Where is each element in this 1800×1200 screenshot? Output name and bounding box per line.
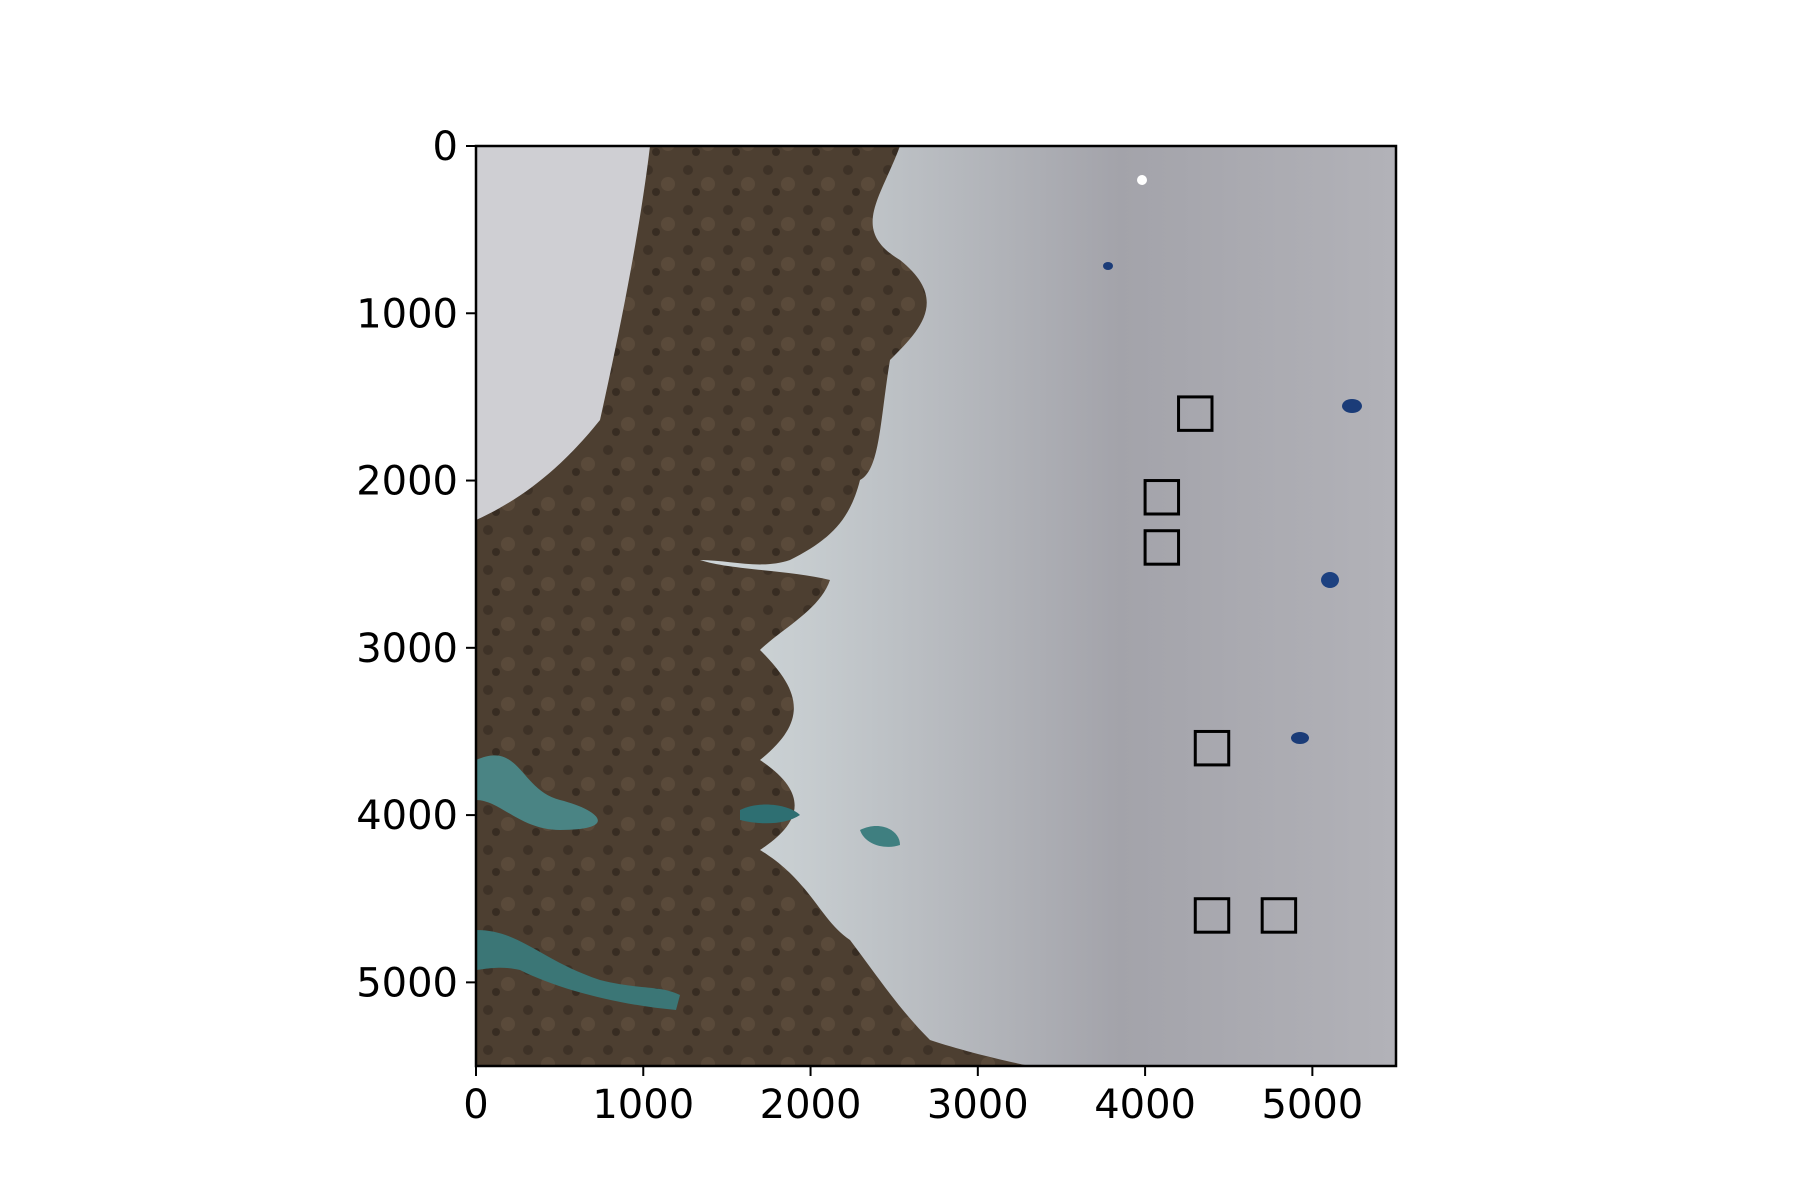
x-tick-label: 2000 [760, 1082, 862, 1128]
y-tick-label: 0 [433, 124, 458, 170]
y-tick-label: 5000 [356, 960, 458, 1006]
x-tick-label: 5000 [1261, 1082, 1363, 1128]
x-tick-label: 3000 [927, 1082, 1029, 1128]
y-tick-label: 2000 [356, 459, 458, 505]
x-tick-label: 0 [463, 1082, 488, 1128]
y-tick-label: 1000 [356, 291, 458, 337]
x-tick-label: 4000 [1094, 1082, 1196, 1128]
y-axis: 0 1000 2000 3000 4000 5000 [356, 124, 476, 1006]
y-tick-label: 4000 [356, 793, 458, 839]
x-tick-label: 1000 [592, 1082, 694, 1128]
y-tick-label: 3000 [356, 626, 458, 672]
x-axis: 0 1000 2000 3000 4000 5000 [463, 1066, 1363, 1128]
satellite-image [476, 146, 1396, 1066]
